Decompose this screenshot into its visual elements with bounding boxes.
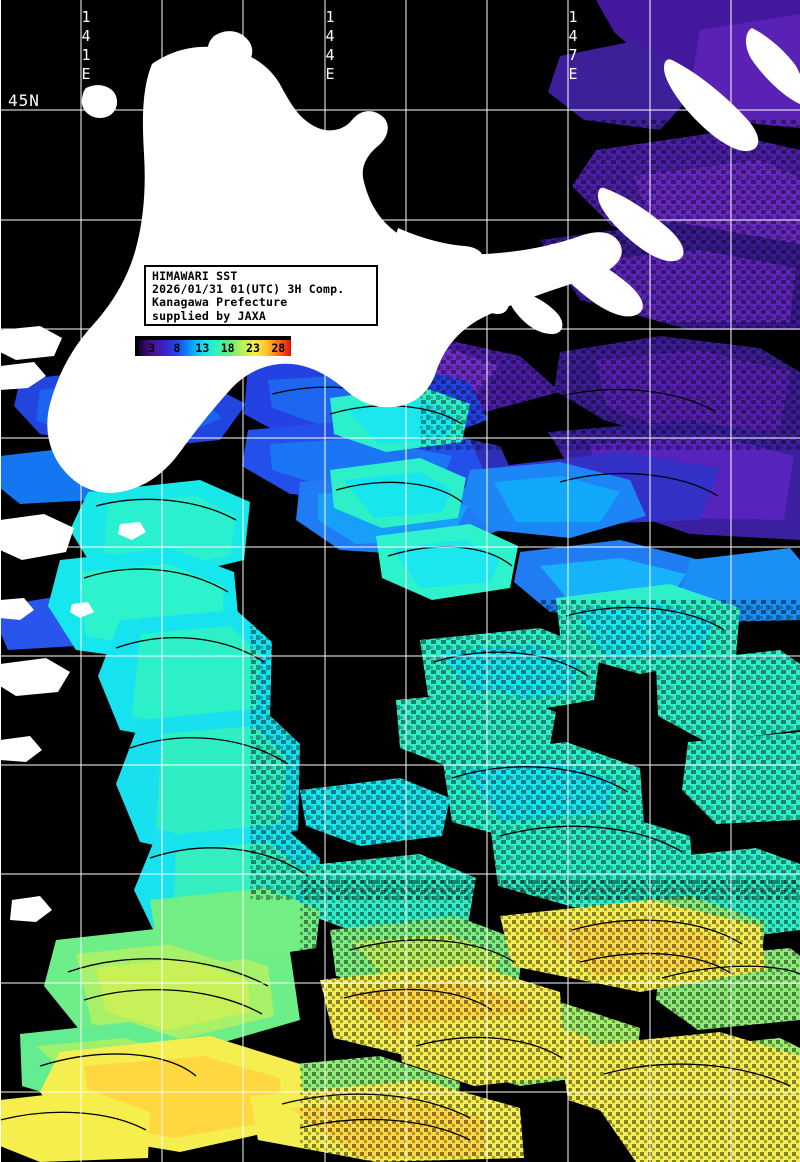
- colorbar-tick-1: 8: [173, 341, 181, 355]
- lon-label-144e: 144E: [321, 8, 339, 84]
- lat-label-45n: 45N: [8, 91, 40, 110]
- colorbar-tick-0: 3: [148, 341, 156, 355]
- colorbar-tick-labels: 3 8 13 18 23 28: [139, 340, 291, 356]
- colorbar-tick-4: 23: [246, 341, 260, 355]
- colorbar-tick-3: 18: [220, 341, 235, 355]
- product-info-box: HIMAWARI SST 2026/01/31 01(UTC) 3H Comp.…: [144, 265, 378, 326]
- colorbar-tick-2: 13: [195, 341, 210, 355]
- product-credit: supplied by JAXA: [152, 308, 266, 323]
- colorbar-tick-5: 28: [271, 341, 286, 355]
- lon-label-147e: 147E: [564, 8, 582, 84]
- cloud-speckle-south: [300, 880, 800, 1162]
- sst-colorbar: 3 8 13 18 23 28: [135, 336, 291, 356]
- colorbar-gradient: [139, 340, 291, 356]
- cloud-speckle-mid: [250, 600, 800, 900]
- product-timestamp: 2026/01/31 01(UTC) 3H Comp.: [152, 282, 345, 297]
- product-region: Kanagawa Prefecture: [152, 295, 288, 310]
- product-title: HIMAWARI SST: [152, 269, 238, 283]
- lon-label-141e: 141E: [77, 8, 95, 84]
